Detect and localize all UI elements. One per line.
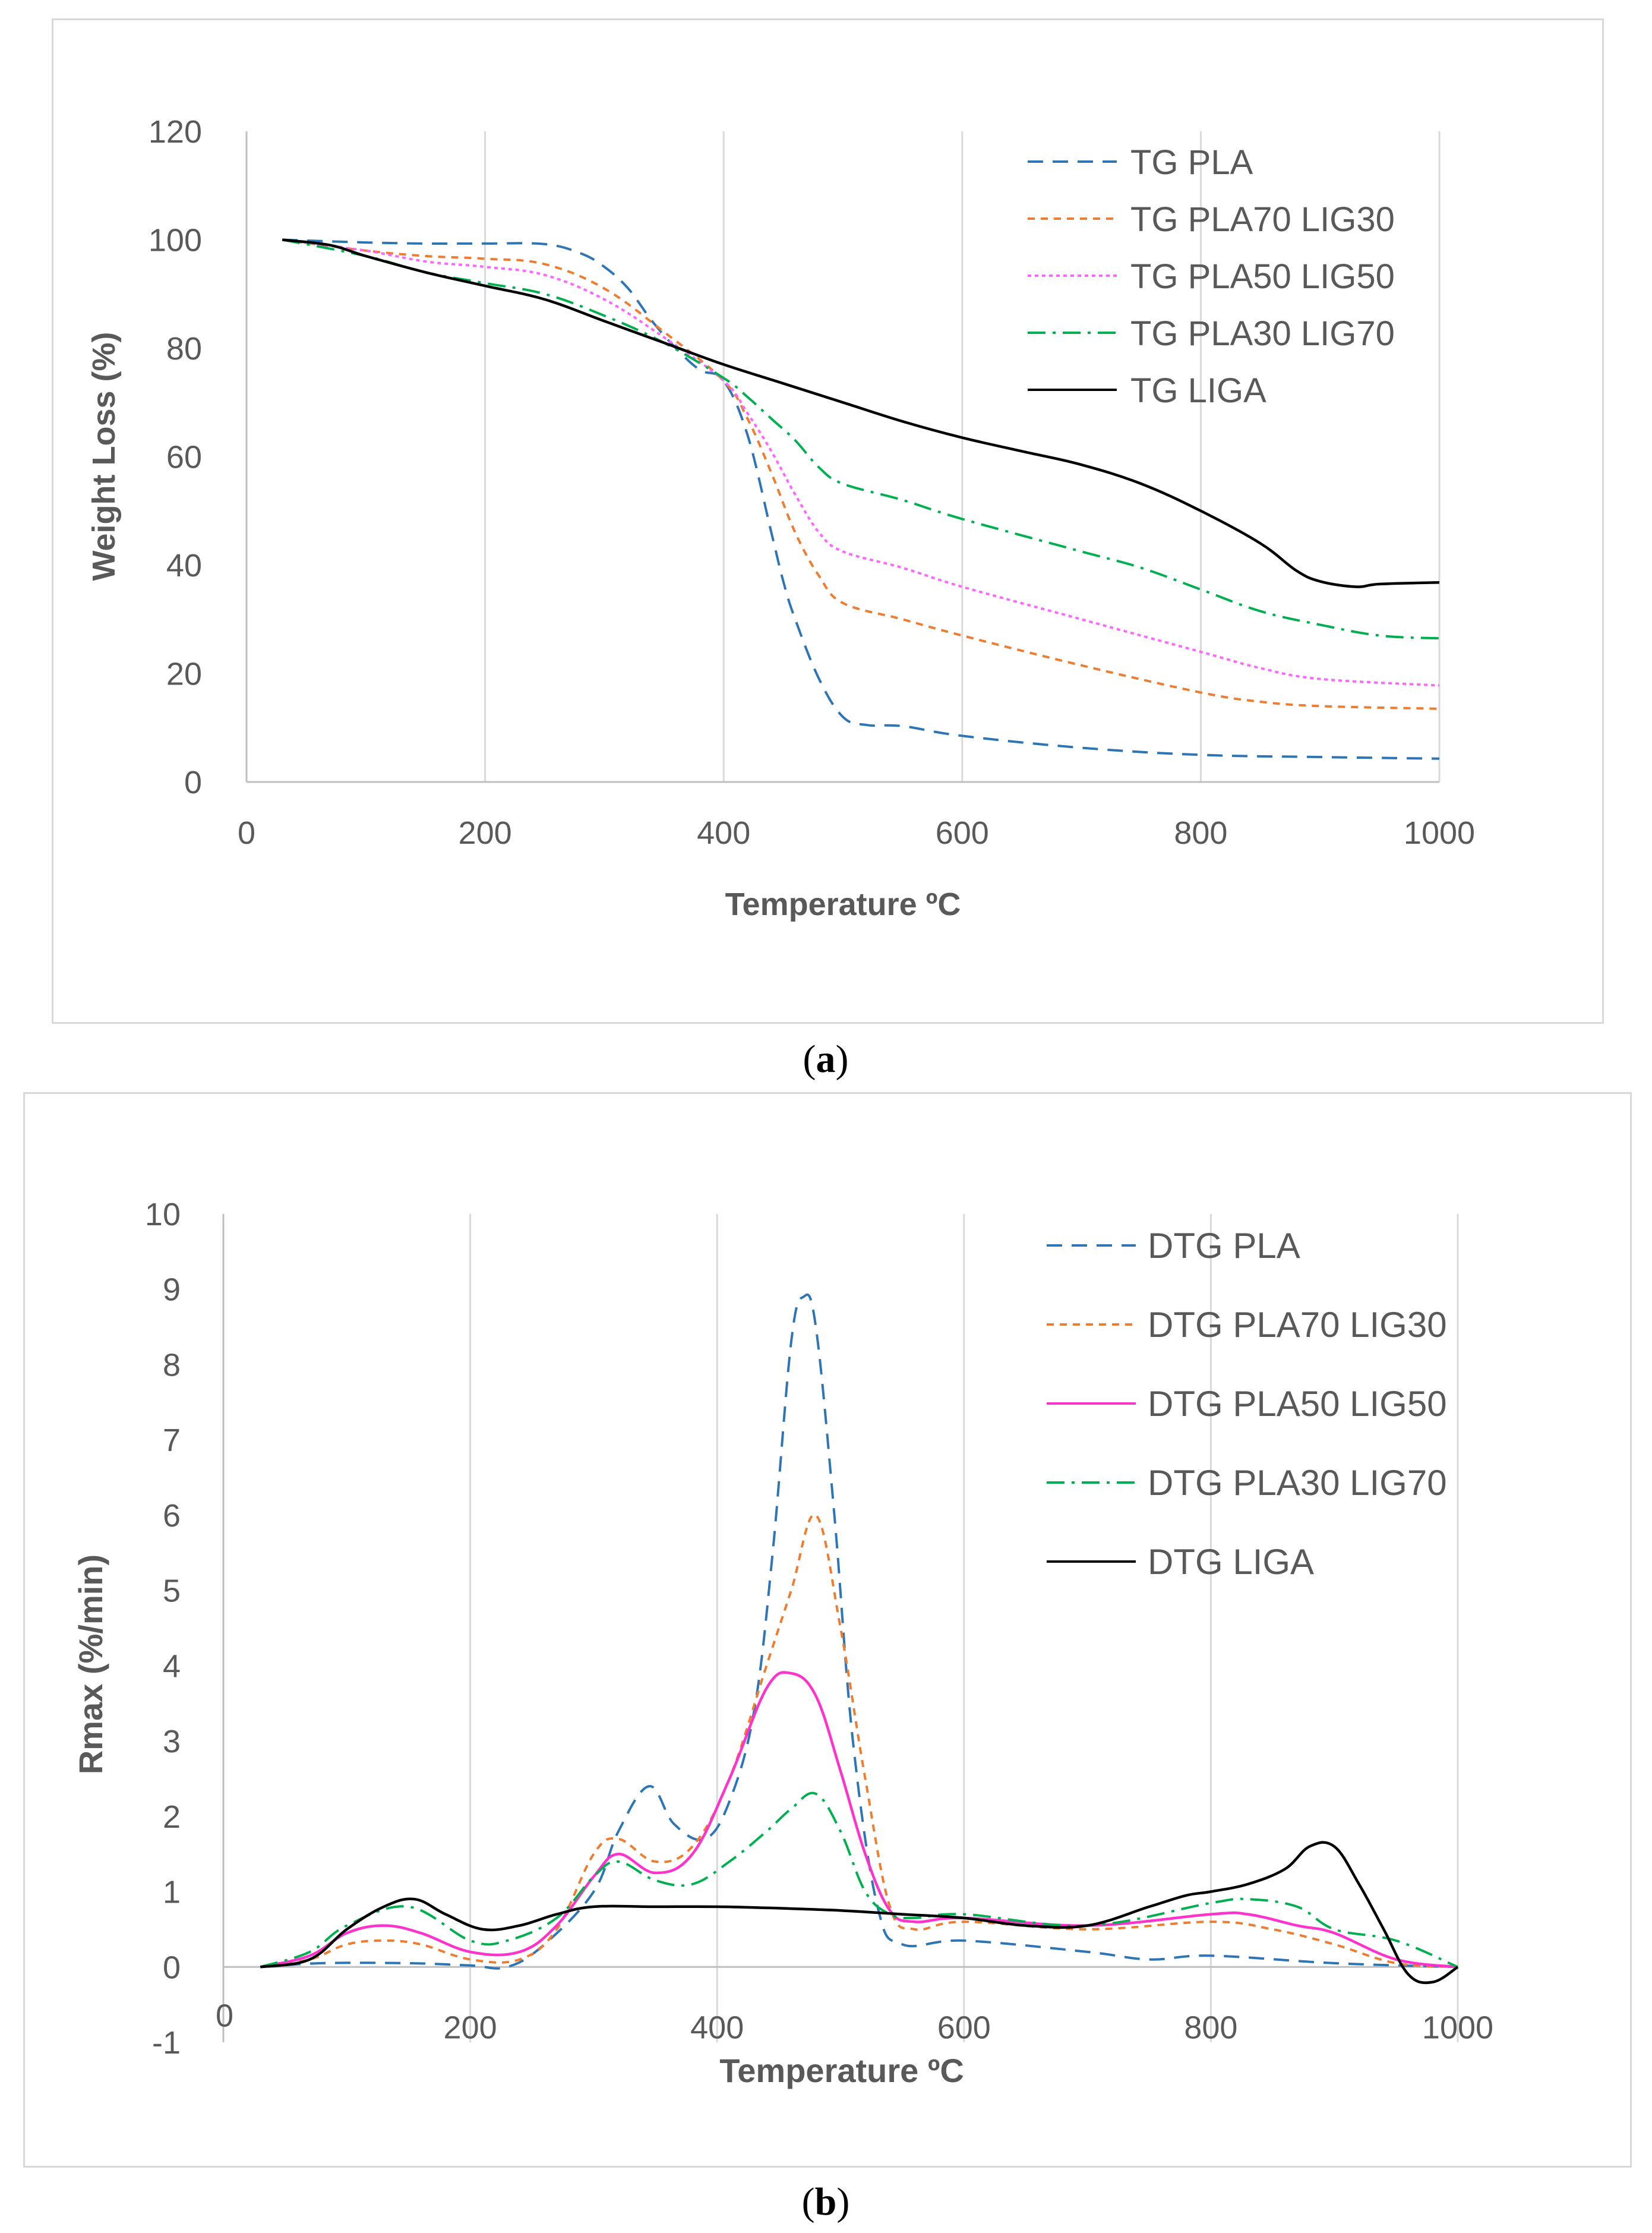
y-tick-label: 0 [184, 765, 202, 800]
legend-label: TG PLA [1130, 143, 1253, 182]
y-tick-label: 20 [166, 657, 202, 692]
series-line-tg-pla [282, 238, 1440, 760]
y-tick-label: 6 [163, 1498, 181, 1534]
legend-label: DTG PLA30 LIG70 [1148, 1463, 1447, 1503]
x-tick-label: 800 [1174, 815, 1227, 851]
series-line-tg-liga [282, 238, 1440, 588]
y-tick-label: 80 [166, 331, 202, 367]
caption-b: (b) [801, 2180, 850, 2223]
x-tick-label: 800 [1184, 2010, 1237, 2045]
x-axis-title: Temperature ºC [725, 887, 961, 922]
y-tick-label: 8 [163, 1347, 181, 1383]
series-line-dtg-pla [260, 1293, 1458, 1970]
series-line-tg-pla30-lig70 [282, 238, 1440, 640]
chart-panel-a: 0 20 40 60 80 100 120 0 200 400 600 800 1000 Temperat… [52, 18, 1604, 1024]
y-tick-label: 0 [163, 1950, 181, 1985]
y-tick-label: 40 [166, 548, 202, 584]
x-tick-label: 1000 [1422, 2010, 1493, 2045]
x-tick-label: 200 [459, 815, 512, 851]
y-tick-label: -1 [152, 2025, 181, 2061]
chart-panel-b: -1 0 1 2 3 4 5 6 7 8 9 10 0 200 400 600 800 1000 Temperatu… [23, 1092, 1632, 2168]
series-line-tg-pla50-lig50 [282, 238, 1440, 687]
series-line-dtg-pla70-lig30 [260, 1513, 1458, 1969]
y-tick-label: 10 [145, 1197, 181, 1232]
y-tick-label: 7 [163, 1423, 181, 1458]
chart-b: -1 0 1 2 3 4 5 6 7 8 9 10 0 200 400 600 800 1000 Temperatu… [72, 1197, 1493, 2089]
legend-label: DTG PLA [1148, 1226, 1300, 1266]
legend-label: TG LIGA [1130, 371, 1266, 410]
x-axis-title: Temperature ºC [719, 2052, 964, 2089]
x-tick-label: 600 [937, 2010, 991, 2045]
y-tick-label: 100 [149, 223, 202, 258]
series-line-dtg-pla30-lig70 [260, 1792, 1458, 1969]
y-axis-title: Rmax (%/min) [72, 1554, 109, 1774]
legend-label: DTG LIGA [1148, 1542, 1314, 1582]
x-tick-label: 400 [690, 2010, 744, 2045]
x-tick-label: 1000 [1404, 815, 1475, 851]
x-tick-label: 600 [936, 815, 989, 851]
y-tick-label: 1 [163, 1875, 181, 1910]
x-tick-label: 200 [444, 2010, 497, 2045]
y-tick-label: 4 [163, 1648, 181, 1684]
y-tick-label: 120 [149, 114, 202, 150]
y-tick-label: 5 [163, 1573, 181, 1609]
y-tick-label: 60 [166, 440, 202, 475]
x-tick-label: 0 [238, 815, 255, 851]
series-line-dtg-liga [260, 1841, 1459, 1985]
y-axis-title: Weight Loss (%) [86, 332, 122, 581]
caption-a: (a) [803, 1037, 849, 1081]
legend-label: DTG PLA50 LIG50 [1148, 1384, 1447, 1424]
y-tick-label: 2 [163, 1799, 181, 1835]
y-tick-label: 9 [163, 1272, 181, 1308]
series-line-dtg-pla50-lig50 [260, 1671, 1458, 1969]
series-line-tg-pla70-lig30 [282, 238, 1440, 710]
chart-a: 0 20 40 60 80 100 120 0 200 400 600 800 1000 Temperat… [86, 114, 1475, 922]
x-tick-label: 400 [697, 815, 750, 851]
legend-label: TG PLA70 LIG30 [1130, 200, 1395, 239]
x-tick-label: 0 [216, 1998, 233, 2033]
legend-label: TG PLA50 LIG50 [1130, 257, 1395, 296]
legend-label: TG PLA30 LIG70 [1130, 314, 1395, 353]
y-tick-label: 3 [163, 1724, 181, 1759]
legend-label: DTG PLA70 LIG30 [1148, 1305, 1447, 1345]
